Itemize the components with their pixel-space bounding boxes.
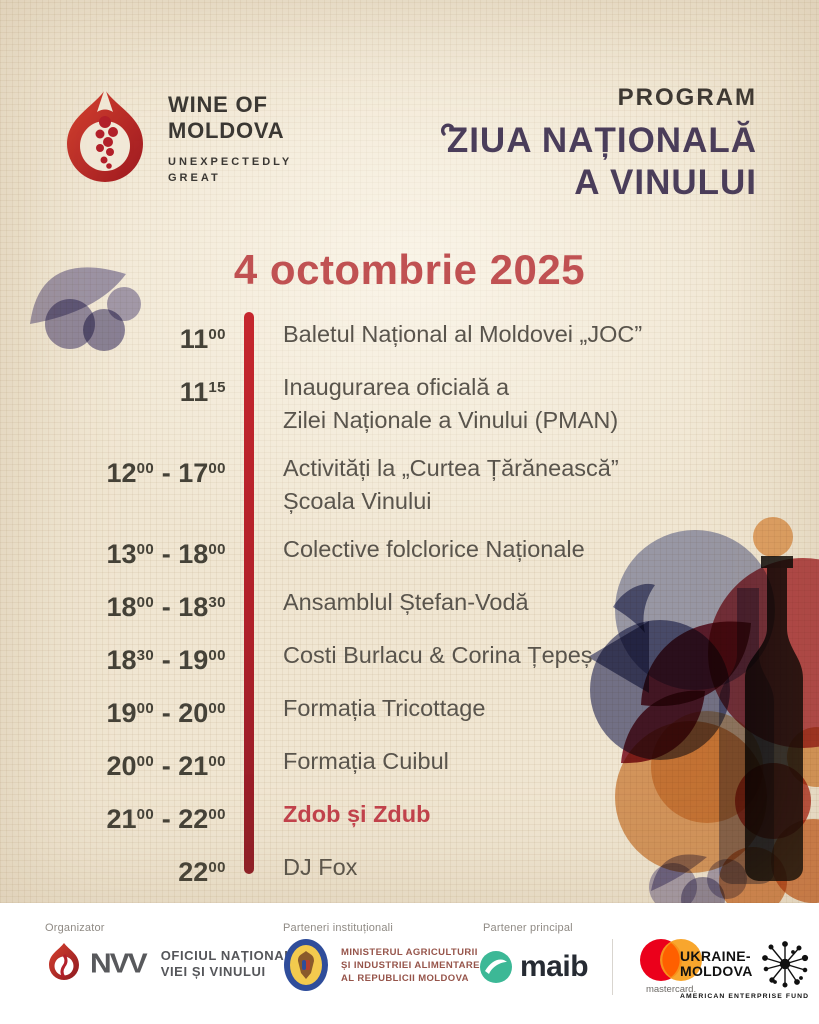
event-time: 1200 - 1700 <box>106 458 226 488</box>
brand-name-line2: MOLDOVA <box>168 118 285 143</box>
ministry-text-line2: ȘI INDUSTRIEI ALIMENTARE <box>341 959 480 971</box>
institutional-partners-label: Parteneri instituționali <box>283 922 393 934</box>
mastercard-wordmark: mastercard. <box>645 984 697 995</box>
schedule-row: 1200 - 1700 Activități la „Curtea Țărăne… <box>0 452 680 518</box>
schedule-row: 1100 Baletul Național al Moldovei „JOC” <box>0 318 680 356</box>
uma-starburst-icon <box>761 941 808 988</box>
event-time: 2200 <box>178 857 226 887</box>
event-time: 1100 <box>179 324 226 354</box>
schedule-row: 1115 Inaugurarea oficială a Zilei Naționa… <box>0 371 680 437</box>
uma-name-line2: MOLDOVA <box>680 963 753 979</box>
schedule: 1100 Baletul Național al Moldovei „JOC” … <box>0 312 680 903</box>
schedule-row: 1800 - 1830 Ansamblul Ștefan-Vodă <box>0 586 680 624</box>
event-name: Formația Cuibul <box>283 748 449 774</box>
event-time: 2000 - 2100 <box>106 751 226 781</box>
event-title-line2: A VINULUI <box>574 163 757 202</box>
timeline-divider <box>244 312 254 874</box>
ministry-logo: MINISTERUL AGRICULTURII ȘI INDUSTRIEI AL… <box>283 938 480 992</box>
onvv-logo: NVV OFICIUL NAȚIONAL AL VIEI ȘI VINULUI <box>45 941 315 987</box>
schedule-row: 2200 DJ Fox <box>0 851 680 889</box>
organizer-label: Organizator <box>45 922 105 934</box>
event-name: Activități la „Curtea Țărănească” Școala … <box>283 455 619 514</box>
event-name: Formația Tricottage <box>283 695 486 721</box>
ministry-emblem-icon <box>284 939 328 991</box>
event-name: Baletul Național al Moldovei „JOC” <box>283 321 643 347</box>
maib-logo: maib <box>478 949 589 985</box>
event-time: 1830 - 1900 <box>106 645 226 675</box>
principal-partner-label: Partener principal <box>483 922 573 934</box>
event-name: DJ Fox <box>283 854 358 880</box>
onvv-text-line2: VIEI ȘI VINULUI <box>160 964 266 979</box>
uma-name-line1: UKRAINE- <box>680 948 751 964</box>
mosaic-flower-icon <box>30 267 141 351</box>
schedule-row: 2000 - 2100 Formația Cuibul <box>0 745 680 783</box>
event-name: Inaugurarea oficială a Zilei Naționale a … <box>283 374 619 433</box>
schedule-row: 1900 - 2000 Formația Tricottage <box>0 692 680 730</box>
ukraine-moldova-fund-logo: UKRAINE- MOLDOVA <box>680 938 811 1000</box>
schedule-row: 1300 - 1800 Colective folclorice Naționa… <box>0 533 680 571</box>
event-name: Zdob și Zdub <box>283 801 431 827</box>
event-time: 1900 - 2000 <box>106 698 226 728</box>
event-name: Colective folclorice Naționale <box>283 536 585 562</box>
event-time: 1800 - 1830 <box>106 592 226 622</box>
z-swirl-ornament <box>438 105 454 147</box>
mastercard-icon <box>640 939 703 981</box>
ministry-text-line3: AL REPUBLICII MOLDOVA <box>341 972 469 984</box>
footer-divider <box>612 938 614 995</box>
date-heading: 4 octombrie 2025 <box>233 246 586 293</box>
mastercard-logo: mastercard. <box>635 938 707 995</box>
wine-drop-logo-icon <box>67 88 143 182</box>
event-time: 2100 - 2200 <box>106 804 226 834</box>
program-kicker: PROGRAM <box>617 84 757 111</box>
event-time: 1300 - 1800 <box>106 539 226 569</box>
event-name: Costi Burlacu & Corina Țepeș <box>283 642 593 668</box>
brand-tagline-line1: UNEXPECTEDLY <box>168 156 293 168</box>
brand-tagline-line2: GREAT <box>168 172 221 184</box>
dove-and-wine-bottle-art <box>588 517 819 903</box>
schedule-row-headliner: 2100 - 2200 Zdob și Zdub <box>0 798 680 836</box>
wine-of-moldova-brand: WINE OF MOLDOVA UNEXPECTEDLY GREAT <box>60 84 292 196</box>
maib-icon <box>480 950 512 983</box>
event-name: Ansamblul Ștefan-Vodă <box>283 589 529 615</box>
event-time: 1115 <box>179 377 226 407</box>
onvv-drop-icon <box>49 943 79 980</box>
uma-subtitle: AMERICAN ENTERPRISE FUND <box>680 993 810 1000</box>
poster-body: WINE OF MOLDOVA UNEXPECTEDLY GREAT PROGR… <box>0 0 819 903</box>
maib-wordmark: maib <box>520 949 589 983</box>
event-title-line1: ZIUA NAȚIONALĂ <box>438 120 757 162</box>
onvv-text-line1: OFICIUL NAȚIONAL AL <box>160 948 315 963</box>
principal-partner-logos: maib mastercard. <box>478 938 707 995</box>
onvv-letters: NVV <box>90 948 148 979</box>
brand-name-line1: WINE OF <box>168 92 268 117</box>
schedule-row: 1830 - 1900 Costi Burlacu & Corina Țepeș <box>0 639 680 677</box>
ministry-text-line1: MINISTERUL AGRICULTURII <box>341 946 478 958</box>
program-title-block: PROGRAM ZIUA NAȚIONALĂ A VINULUI <box>438 84 757 204</box>
